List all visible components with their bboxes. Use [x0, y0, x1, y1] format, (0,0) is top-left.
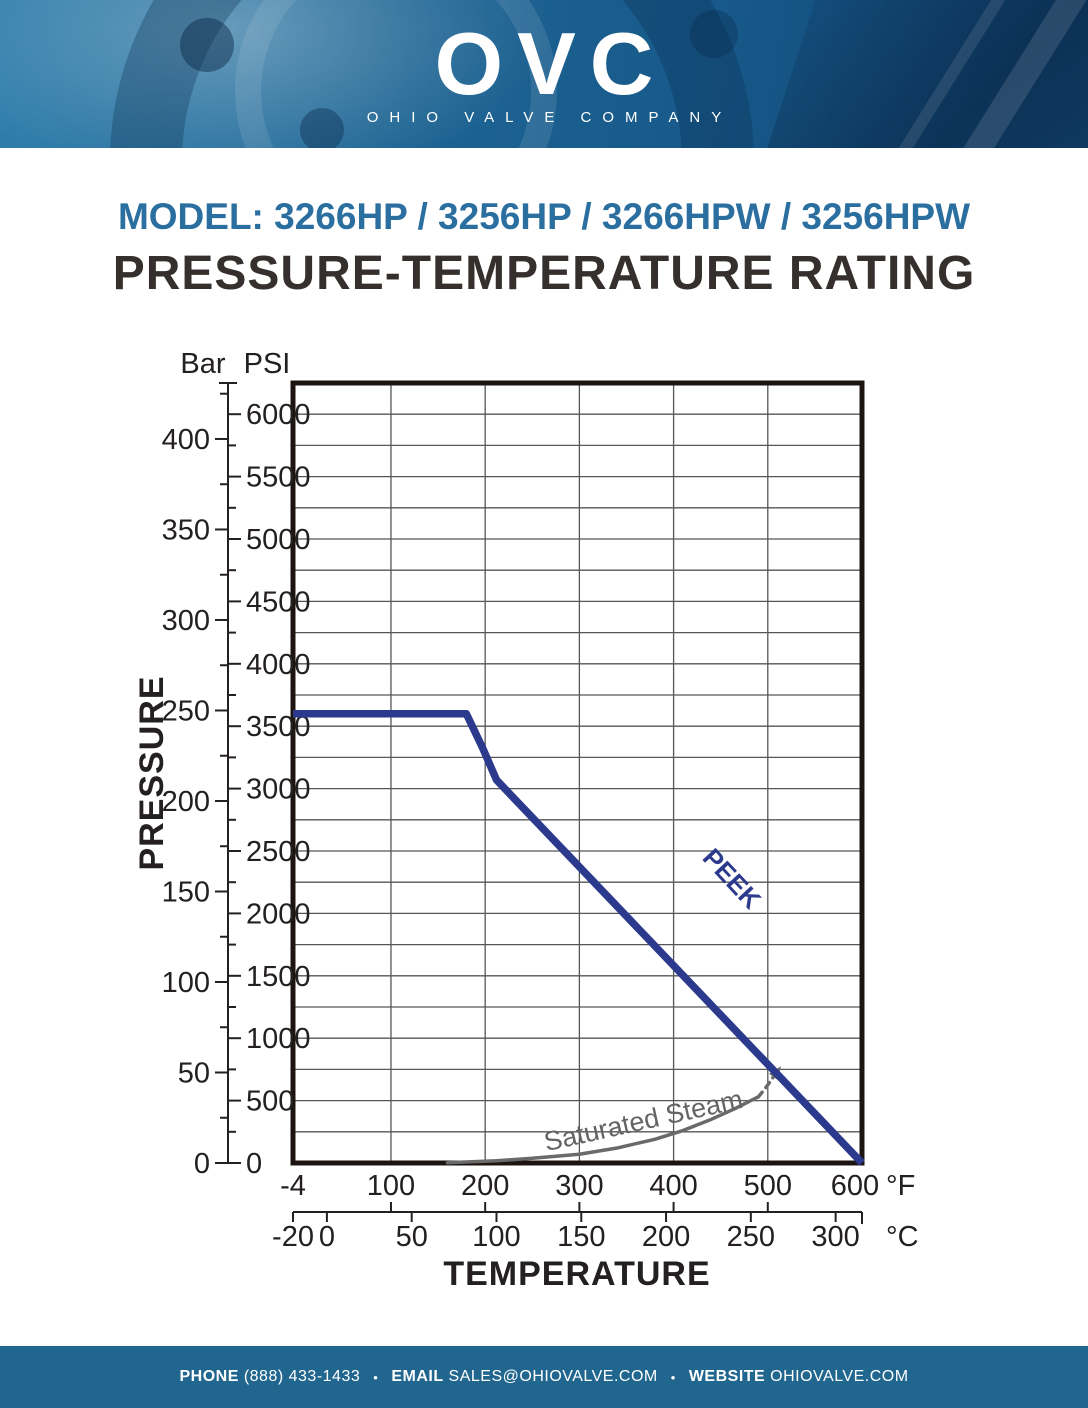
bar-tick-label: 0 [194, 1148, 210, 1180]
psi-tick-label: 4500 [246, 586, 311, 618]
psi-tick-label: 5000 [246, 524, 311, 556]
psi-tick-label: 4000 [246, 649, 311, 681]
footer-phone-value: (888) 433-1433 [243, 1368, 361, 1385]
logo-ovc-text: OVC [434, 14, 668, 113]
flange-bolt-decoration [690, 10, 738, 58]
footer-separator: • [373, 1369, 379, 1385]
celsius-tick-label: 100 [472, 1221, 520, 1253]
saturated-steam-dashed-tail [756, 1075, 776, 1099]
psi-tick-label: 0 [246, 1148, 262, 1180]
psi-tick-label: 6000 [246, 399, 311, 431]
flange-bolt-decoration [180, 18, 234, 72]
psi-tick-label: 3000 [246, 774, 311, 806]
fahrenheit-tick-label: 600 [831, 1170, 879, 1202]
psi-tick-label: 2500 [246, 836, 311, 868]
fahrenheit-unit-label: °F [886, 1170, 915, 1202]
model-title: MODEL: 3266HP / 3256HP / 3266HPW / 3256H… [117, 196, 971, 237]
pressure-axis [215, 382, 241, 1164]
footer-website-value: OHIOVALVE.COM [770, 1368, 909, 1385]
celsius-axis [292, 1202, 863, 1224]
footer-website-label: WEBSITE [688, 1368, 766, 1385]
bar-tick-label: 200 [162, 786, 210, 818]
bar-tick-label: 300 [162, 605, 210, 637]
psi-tick-label: 1500 [246, 961, 311, 993]
chart-border [290, 380, 865, 1166]
footer-email-label: EMAIL [391, 1368, 444, 1385]
bar-tick-label: 400 [162, 424, 210, 456]
bar-unit-label: Bar [180, 348, 225, 380]
flange-bolt-decoration [300, 108, 344, 148]
fahrenheit-tick-label: 300 [555, 1170, 603, 1202]
peek-line [293, 709, 865, 1166]
celsius-tick-label: 250 [727, 1221, 775, 1253]
celsius-tick-label: 50 [396, 1221, 428, 1253]
footer-bar: PHONE (888) 433-1433 • EMAIL SALES@OHIOVAL… [0, 1346, 1088, 1408]
saturated-steam-label: Saturated Steam [541, 1084, 745, 1157]
fahrenheit-tick-label: -4 [280, 1170, 306, 1202]
psi-tick-label: 500 [246, 1086, 294, 1118]
page-title: PRESSURE-TEMPERATURE RATING [112, 247, 976, 300]
header-banner: OVC OHIO VALVE COMPANY [0, 0, 1088, 148]
bar-tick-label: 50 [178, 1057, 210, 1089]
pressure-axis-title: PRESSURE [133, 675, 171, 870]
saturated-steam-curve [445, 1095, 761, 1165]
peek-label: PEEK [697, 842, 767, 914]
footer-separator: • [670, 1369, 676, 1385]
fahrenheit-tick-label: 500 [744, 1170, 792, 1202]
celsius-tick-label: 0 [319, 1221, 335, 1253]
temperature-axis-title: TEMPERATURE [443, 1255, 710, 1293]
fahrenheit-tick-label: 200 [461, 1170, 509, 1202]
psi-tick-label: 1000 [246, 1023, 311, 1055]
fahrenheit-tick-label: 400 [649, 1170, 697, 1202]
bar-tick-label: 100 [162, 967, 210, 999]
grid-lines [293, 383, 862, 1163]
bar-tick-label: 150 [162, 876, 210, 908]
celsius-unit-label: °C [886, 1221, 919, 1253]
celsius-tick-label: 200 [642, 1221, 690, 1253]
footer-email-value: SALES@OHIOVALVE.COM [448, 1368, 658, 1385]
celsius-tick-label: -20 [272, 1221, 314, 1253]
company-logo: OVC OHIO VALVE COMPANY [0, 14, 1088, 127]
psi-tick-label: 2000 [246, 898, 311, 930]
bar-tick-label: 250 [162, 695, 210, 727]
celsius-tick-label: 150 [557, 1221, 605, 1253]
pressure-temperature-chart: 0500100015002000250030003500400045005000… [133, 348, 919, 1293]
logo-company-name: OHIO VALVE COMPANY [366, 109, 733, 126]
psi-tick-label: 5500 [246, 462, 311, 494]
bar-tick-label: 350 [162, 514, 210, 546]
footer-phone-label: PHONE [179, 1368, 239, 1385]
psi-unit-label: PSI [244, 348, 291, 380]
celsius-tick-label: 300 [811, 1221, 859, 1253]
fahrenheit-tick-label: 100 [367, 1170, 415, 1202]
